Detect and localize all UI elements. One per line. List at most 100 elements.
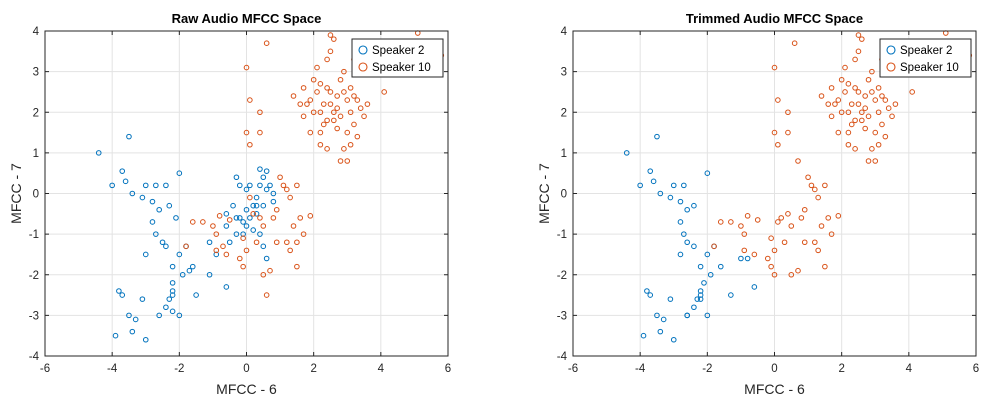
point-speaker-10	[314, 89, 320, 95]
point-speaker-2	[236, 215, 243, 221]
point-speaker-10	[785, 109, 791, 116]
point-speaker-10	[300, 113, 307, 120]
point-speaker-10	[347, 85, 354, 91]
point-speaker-2	[230, 202, 236, 209]
point-speaker-10	[317, 81, 324, 87]
y-axis-label: MFCC - 7	[536, 163, 552, 224]
y-tick-label: 4	[33, 26, 40, 38]
point-speaker-10	[728, 219, 734, 225]
legend-label-speaker-2: Speaker 2	[372, 45, 424, 57]
point-speaker-10	[865, 158, 872, 164]
point-speaker-10	[243, 247, 250, 254]
point-speaker-2	[728, 292, 734, 298]
point-speaker-10	[775, 219, 781, 225]
point-speaker-2	[243, 186, 250, 193]
point-speaker-2	[694, 296, 701, 302]
point-speaker-10	[822, 182, 828, 189]
point-speaker-2	[704, 251, 711, 258]
point-speaker-10	[859, 117, 865, 124]
point-speaker-10	[862, 125, 868, 132]
point-speaker-2	[260, 243, 267, 250]
point-speaker-2	[701, 280, 707, 286]
point-speaker-10	[307, 213, 314, 219]
data-points	[95, 30, 445, 343]
point-speaker-10	[892, 101, 899, 107]
point-speaker-10	[300, 231, 307, 237]
point-speaker-2	[163, 304, 169, 311]
point-speaker-10	[818, 93, 825, 99]
legend-box	[351, 38, 444, 78]
point-speaker-10	[845, 129, 852, 136]
point-speaker-2	[647, 292, 654, 298]
point-speaker-10	[307, 97, 314, 103]
point-speaker-10	[855, 101, 862, 107]
point-speaker-10	[835, 97, 842, 103]
y-tick-label: 3	[561, 67, 567, 79]
point-speaker-2	[243, 206, 250, 213]
point-speaker-10	[785, 211, 791, 217]
point-speaker-10	[354, 133, 361, 140]
point-speaker-2	[169, 280, 176, 286]
point-speaker-2	[163, 182, 169, 189]
point-speaker-2	[654, 312, 660, 319]
y-tick-label: 0	[33, 189, 39, 201]
point-speaker-10	[247, 97, 253, 103]
point-speaker-2	[267, 182, 273, 189]
x-tick-label: -2	[702, 363, 712, 375]
point-speaker-2	[206, 239, 213, 246]
point-speaker-10	[263, 292, 270, 298]
point-speaker-10	[845, 141, 852, 148]
point-speaker-10	[875, 109, 882, 116]
point-speaker-10	[324, 85, 330, 91]
point-speaker-2	[206, 271, 213, 278]
point-speaker-10	[801, 239, 808, 246]
point-speaker-10	[210, 223, 216, 229]
point-speaker-10	[781, 239, 788, 246]
y-tick-label: 2	[561, 107, 567, 119]
x-axis-label: MFCC - 6	[216, 381, 277, 397]
point-speaker-10	[307, 129, 314, 136]
point-speaker-2	[169, 308, 176, 315]
point-speaker-10	[320, 101, 327, 107]
y-tick-label: -1	[29, 229, 39, 241]
point-speaker-10	[334, 93, 340, 99]
point-speaker-10	[771, 271, 778, 278]
point-speaker-2	[260, 202, 267, 209]
point-speaker-10	[240, 263, 246, 270]
x-tick-label: 2	[310, 363, 316, 375]
x-tick-label: -6	[568, 363, 578, 375]
point-speaker-10	[257, 109, 263, 116]
point-speaker-10	[815, 247, 821, 254]
point-speaker-10	[771, 64, 778, 71]
point-speaker-10	[331, 109, 337, 116]
point-speaker-2	[640, 332, 647, 339]
point-speaker-10	[875, 141, 882, 148]
point-speaker-2	[236, 182, 243, 189]
point-speaker-10	[314, 64, 320, 71]
point-speaker-10	[855, 32, 862, 38]
point-speaker-10	[838, 109, 845, 116]
point-speaker-10	[711, 243, 717, 250]
point-speaker-2	[257, 231, 263, 237]
legend-label-speaker-2: Speaker 2	[900, 45, 952, 57]
point-speaker-2	[660, 316, 667, 323]
point-speaker-10	[764, 255, 771, 262]
point-speaker-10	[855, 48, 862, 55]
point-speaker-10	[872, 158, 879, 164]
point-speaker-10	[267, 267, 273, 274]
x-axis-label: MFCC - 6	[744, 381, 805, 397]
point-speaker-2	[156, 312, 162, 319]
point-speaker-2	[132, 316, 139, 323]
point-speaker-2	[233, 231, 240, 237]
point-speaker-2	[250, 202, 257, 209]
point-speaker-10	[848, 101, 855, 107]
point-speaker-10	[334, 125, 340, 132]
legend: Speaker 2 Speaker 10	[879, 38, 972, 78]
point-speaker-10	[842, 89, 848, 95]
point-speaker-2	[670, 336, 677, 343]
point-speaker-10	[213, 247, 220, 254]
point-speaker-10	[240, 235, 246, 241]
point-speaker-2	[223, 211, 230, 217]
point-speaker-2	[253, 202, 260, 209]
